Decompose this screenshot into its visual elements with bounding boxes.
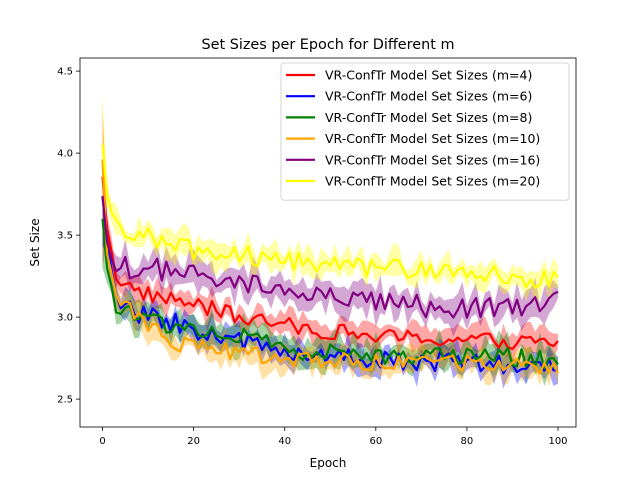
legend-box bbox=[280, 62, 570, 201]
legend-label: VR-ConfTr Model Set Sizes (m=16) bbox=[325, 152, 540, 167]
y-axis-label: Set Size bbox=[28, 218, 42, 266]
series-band bbox=[102, 156, 558, 337]
y-tick-label: 4.5 bbox=[57, 67, 73, 78]
x-tick-label: 0 bbox=[99, 436, 105, 447]
y-axis: 2.5 3.0 3.5 4.0 4.5 bbox=[57, 67, 80, 406]
legend-label: VR-ConfTr Model Set Sizes (m=10) bbox=[325, 131, 540, 146]
series-line bbox=[101, 144, 559, 289]
series-line bbox=[101, 196, 559, 375]
legend: VR-ConfTr Model Set Sizes (m=4) VR-ConfTr… bbox=[280, 62, 570, 201]
y-tick-label: 3.0 bbox=[57, 313, 73, 324]
series-band bbox=[102, 113, 558, 387]
x-tick-label: 80 bbox=[461, 436, 474, 447]
series-lines bbox=[101, 144, 560, 375]
series-line bbox=[101, 176, 559, 351]
x-axis-label: Epoch bbox=[310, 456, 347, 470]
plot-frame bbox=[79, 57, 577, 428]
legend-label: VR-ConfTr Model Set Sizes (m=8) bbox=[325, 110, 532, 125]
x-tick-label: 100 bbox=[548, 436, 567, 447]
series-line bbox=[101, 218, 559, 370]
series-band bbox=[102, 104, 558, 366]
series-band bbox=[102, 91, 558, 303]
chart-title: Set Sizes per Epoch for Different m bbox=[202, 37, 455, 53]
x-axis: 0 20 40 60 80 100 bbox=[99, 427, 568, 447]
legend-label: VR-ConfTr Model Set Sizes (m=6) bbox=[325, 89, 532, 104]
x-tick-label: 20 bbox=[187, 436, 200, 447]
x-tick-label: 40 bbox=[278, 436, 291, 447]
series-band bbox=[102, 157, 558, 389]
series-line bbox=[101, 195, 559, 319]
y-tick-label: 4.0 bbox=[57, 149, 73, 160]
legend-label: VR-ConfTr Model Set Sizes (m=4) bbox=[325, 68, 532, 83]
legend-label: VR-ConfTr Model Set Sizes (m=20) bbox=[325, 174, 540, 189]
x-tick-label: 60 bbox=[369, 436, 382, 447]
y-tick-label: 3.5 bbox=[57, 231, 73, 242]
series-line bbox=[101, 159, 560, 375]
y-tick-label: 2.5 bbox=[57, 395, 73, 406]
